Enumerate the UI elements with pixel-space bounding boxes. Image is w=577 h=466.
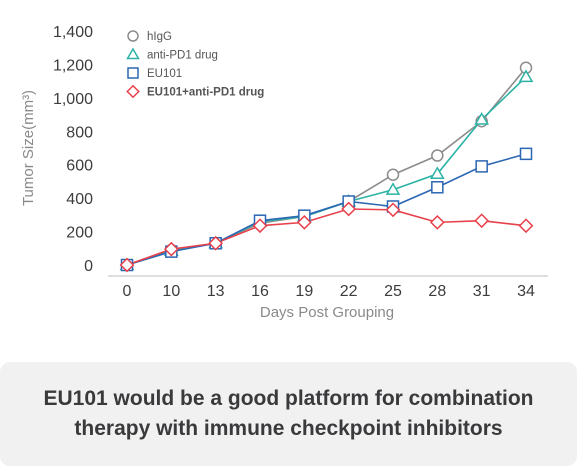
series-lines (126, 67, 527, 266)
x-axis-ticks: 0 10 13 16 19 22 25 28 31 34 (123, 283, 535, 300)
x-tick-label: 22 (340, 283, 358, 300)
data-point-diamond (252, 218, 268, 234)
data-point-circle (431, 149, 444, 162)
series-line (126, 208, 527, 266)
data-point-square (519, 147, 533, 161)
x-tick-label: 31 (473, 283, 491, 300)
data-point-diamond (385, 202, 401, 218)
data-point-square (475, 160, 488, 173)
legend-marker-square (127, 67, 139, 79)
y-tick-label: 0 (84, 258, 93, 275)
data-point-diamond (341, 201, 357, 217)
x-tick-label: 16 (251, 283, 269, 300)
y-tick-label: 200 (66, 225, 93, 242)
x-tick-label: 19 (295, 283, 313, 300)
x-tick-label: 13 (207, 283, 225, 300)
y-tick-label: 1,400 (53, 24, 93, 41)
y-tick-label: 800 (66, 124, 93, 141)
x-tick-label: 10 (162, 283, 180, 300)
data-point-triangle (429, 166, 445, 180)
x-tick-label: 0 (123, 283, 132, 300)
data-point-diamond (429, 214, 445, 230)
data-point-triangle (474, 112, 490, 125)
y-tick-label: 1,200 (53, 57, 93, 74)
caption-line-1: EU101 would be a good platform for combi… (43, 387, 534, 410)
data-point-diamond (208, 235, 224, 251)
legend-label: anti-PD1 drug (147, 50, 218, 62)
tumor-size-chart: 0 200 400 600 800 1,000 1,200 1,400 0 10 13 16 19 22… (20, 24, 548, 321)
data-point-diamond (518, 218, 534, 234)
data-point-diamond (163, 241, 179, 257)
data-point-diamond (474, 213, 490, 229)
data-point-circle (386, 168, 400, 181)
legend-marker-circle (127, 30, 139, 42)
legend-marker-diamond (126, 84, 140, 99)
x-axis-title: Days Post Grouping (260, 304, 394, 321)
x-tick-label: 34 (517, 283, 535, 300)
legend-label: hIgG (147, 31, 172, 43)
data-point-diamond (119, 257, 135, 273)
caption-line-2: therapy with immune checkpoint inhibitor… (74, 417, 503, 440)
y-tick-label: 400 (66, 191, 93, 208)
y-tick-label: 1,000 (53, 91, 93, 108)
legend-marker-triangle (126, 47, 140, 60)
series-markers (119, 61, 534, 273)
y-tick-label: 600 (66, 158, 93, 175)
legend-label: EU101+anti-PD1 drug (147, 87, 264, 99)
series-line (126, 76, 527, 266)
data-point-triangle (518, 69, 534, 83)
data-point-square (431, 181, 444, 194)
legend: hIgG anti-PD1 drug EU101 EU101+anti-PD1 dru… (126, 30, 264, 99)
legend-label: EU101 (147, 68, 182, 80)
y-axis-ticks: 0 200 400 600 800 1,000 1,200 1,400 (53, 24, 93, 275)
y-axis-title: Tumor Size(mm³) (20, 90, 37, 206)
data-point-triangle (385, 182, 401, 195)
x-tick-label: 25 (384, 283, 402, 300)
x-tick-label: 28 (428, 283, 446, 300)
caption-box: EU101 would be a good platform for combi… (0, 362, 577, 466)
data-point-diamond (296, 214, 312, 230)
series-line (126, 153, 527, 266)
